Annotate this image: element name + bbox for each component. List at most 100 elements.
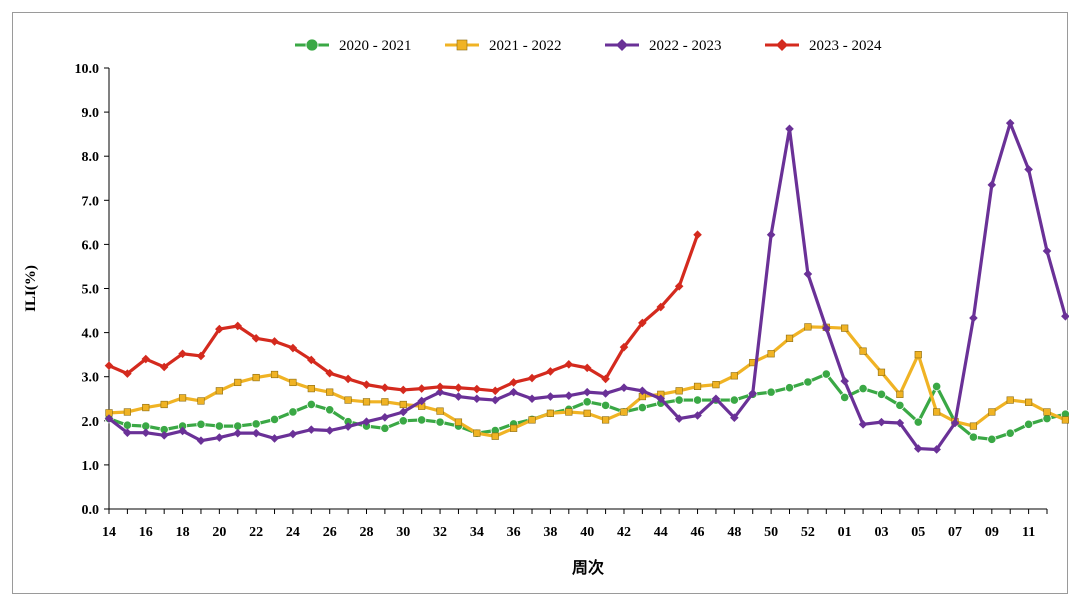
data-point [619,383,629,393]
data-point [288,407,298,417]
x-tick-label: 28 [359,525,373,540]
data-point [417,415,427,425]
data-point [398,407,408,417]
y-tick-label: 3.0 [82,371,100,386]
data-point [288,429,298,439]
data-point [417,396,426,406]
data-point [104,361,114,370]
series-1 [104,369,1069,444]
data-point [215,387,223,395]
series-2 [105,323,1069,440]
y-tick-label: 9.0 [82,106,100,121]
data-point [491,432,499,440]
data-point [233,321,243,331]
data-point [620,408,628,416]
x-tick-label: 18 [176,525,190,540]
data-point [142,403,150,412]
data-point [435,382,445,392]
data-point [122,420,132,430]
data-point [398,416,408,426]
data-point [546,409,555,417]
data-point [159,431,169,440]
data-point [1042,413,1052,424]
data-point [674,395,684,405]
data-point [601,389,610,398]
data-point [289,378,297,387]
x-tick-label: 14 [102,525,116,540]
data-point [1061,311,1069,321]
data-point [527,373,537,383]
data-point [675,387,683,395]
legend-item: 2022 - 2023 [605,38,722,54]
data-point [436,407,444,415]
data-point [821,323,831,333]
y-tick-label: 10.0 [75,62,100,77]
data-point [417,384,426,393]
data-point [1061,416,1069,424]
data-point [399,400,407,409]
x-tick-label: 34 [470,525,484,540]
data-point [1005,118,1015,128]
data-point [251,419,261,429]
data-point [141,354,151,364]
series-layer [104,118,1069,454]
data-point [233,428,243,438]
data-point [362,380,371,389]
data-point [785,124,794,134]
data-point [472,384,482,394]
data-point [766,230,776,239]
data-point [913,444,923,453]
x-axis-label: 周次 [572,558,604,577]
x-tick-label: 11 [1022,525,1035,540]
data-point [600,400,611,410]
axes [108,68,1047,510]
data-point [326,388,334,396]
data-point [693,230,702,239]
data-point [178,426,187,436]
legend: 2020 - 2021 2021 - 2022 2022 - 2023 2023 - … [295,38,882,54]
data-point [674,281,684,291]
data-point [767,350,775,358]
legend-marker [776,39,788,51]
legend-item: 2021 - 2022 [445,38,562,54]
series-4 [104,230,702,396]
data-point [215,324,224,334]
x-tick-label: 48 [727,525,741,540]
legend-item: 2023 - 2024 [765,38,882,54]
data-point [104,414,114,423]
y-tick-label: 1.0 [82,459,100,474]
data-point [509,378,518,387]
data-point [527,394,537,404]
data-point [804,323,812,331]
series-line [108,234,700,393]
x-tick-label: 46 [691,525,705,540]
data-point [490,386,500,396]
data-point [619,342,629,352]
data-point [251,428,261,438]
data-point [896,390,904,398]
data-point [987,434,997,444]
data-point [582,387,592,397]
data-point [435,387,445,397]
x-tick-label: 01 [838,525,852,540]
data-point [674,414,684,423]
data-point [969,422,978,430]
data-point [270,337,279,346]
legend-label: 2021 - 2022 [489,38,562,54]
legend-item: 2020 - 2021 [295,38,412,54]
data-point [582,363,592,373]
data-point [362,417,371,426]
x-tick-label: 24 [286,525,300,540]
data-point [528,416,536,424]
data-point [141,428,151,438]
data-point [307,385,315,393]
data-point [748,389,758,398]
data-point [877,368,886,376]
data-point [876,389,887,399]
y-tick-label: 8.0 [82,150,100,165]
data-point [784,383,795,393]
data-point [252,373,260,382]
legend-marker [305,38,319,52]
data-point [196,351,206,361]
data-point [840,392,850,403]
